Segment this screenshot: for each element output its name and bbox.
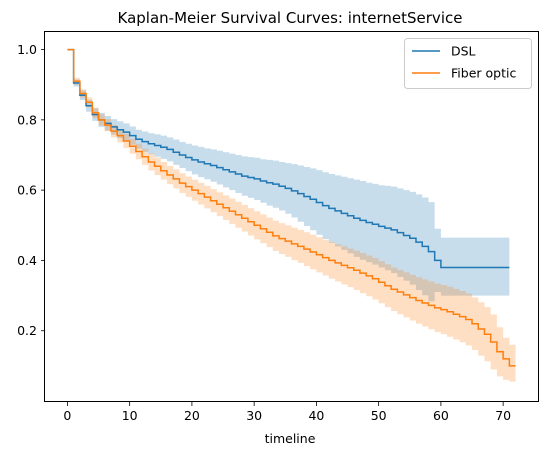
ci-band-dsl [67,49,510,302]
x-tick-label: 20 [184,408,200,423]
x-tick-label: 60 [433,408,449,423]
y-tick-label: 1.0 [17,42,37,57]
survival-lines [67,48,516,367]
y-tick-label: 0.4 [17,253,37,268]
y-tick-label: 0.8 [17,112,37,127]
x-tick-label: 50 [371,408,387,423]
y-tick-label: 0.6 [17,183,37,198]
y-tick-label: 0.2 [17,323,37,338]
legend-label-fiber-optic: Fiber optic [451,66,516,81]
legend: DSL Fiber optic [404,38,532,89]
x-axis-label: timeline [265,431,316,446]
x-tick-label: 0 [63,408,71,423]
chart-title: Kaplan-Meier Survival Curves: internetSe… [118,9,463,27]
x-tick-label: 30 [246,408,262,423]
survival-line-dsl [67,48,510,269]
confidence-bands [67,49,516,382]
y-axis-ticks: 0.2 0.4 0.6 0.8 1.0 [17,42,45,338]
x-tick-label: 70 [495,408,511,423]
ci-band-fiber-optic [67,49,516,382]
x-axis-ticks: 0 10 20 30 40 50 60 70 [63,402,511,423]
x-tick-label: 10 [122,408,138,423]
x-tick-label: 40 [308,408,324,423]
plot-frame [44,31,539,402]
survival-line-fiber-optic [67,48,516,367]
legend-label-dsl: DSL [451,44,476,59]
